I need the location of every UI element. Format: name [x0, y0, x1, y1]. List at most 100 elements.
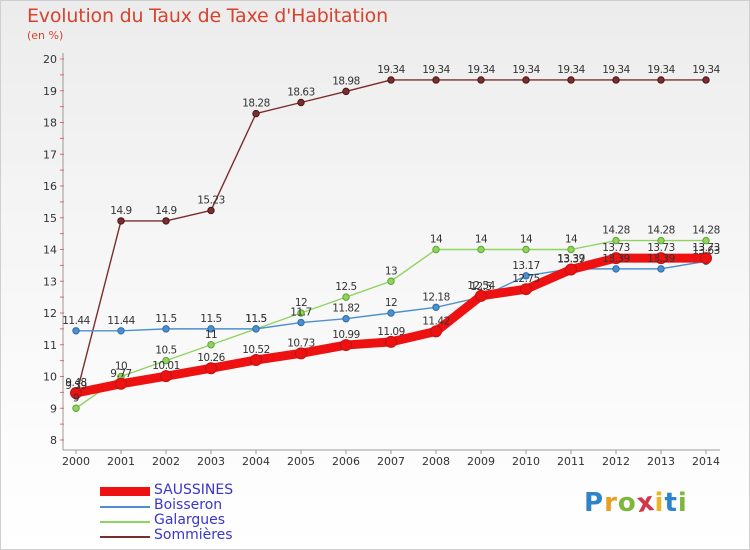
- data-point: [567, 76, 575, 84]
- data-point: [297, 309, 305, 317]
- x-tick-label: 2001: [107, 455, 135, 468]
- data-point: [477, 76, 485, 84]
- data-point: [342, 293, 350, 301]
- y-tick-label: 8: [50, 434, 57, 447]
- data-point: [387, 76, 395, 84]
- data-point: [207, 341, 215, 349]
- data-label: 14.9: [110, 205, 131, 217]
- data-label: 10.99: [332, 329, 360, 341]
- data-label: 14: [565, 234, 578, 246]
- y-tick-label: 12: [43, 307, 57, 320]
- data-label: 10.01: [152, 360, 180, 372]
- data-label: 12: [295, 297, 307, 309]
- x-tick-label: 2010: [512, 455, 540, 468]
- data-label: 19.34: [377, 64, 405, 76]
- data-label: 11.5: [155, 313, 176, 325]
- x-tick-label: 2013: [647, 455, 675, 468]
- data-label: 19.34: [692, 64, 720, 76]
- data-label: 12.5: [470, 281, 491, 293]
- proxiti-logo: Proxiti: [584, 486, 688, 520]
- data-point: [117, 327, 125, 335]
- x-tick-label: 2011: [557, 455, 585, 468]
- data-point: [340, 339, 352, 352]
- y-tick-label: 14: [43, 244, 57, 257]
- logo-letter: t: [664, 488, 678, 518]
- logo-letter: o: [617, 488, 637, 518]
- legend-item: Sommières: [100, 527, 300, 544]
- data-point: [297, 318, 305, 327]
- data-point: [522, 76, 530, 84]
- logo-letter: r: [604, 488, 618, 518]
- data-label: 19.34: [512, 64, 540, 76]
- data-label: 11.82: [332, 303, 360, 315]
- data-point: [657, 76, 665, 84]
- logo-letter: i: [654, 488, 665, 518]
- data-label: 14.28: [692, 225, 720, 237]
- chart-title: Evolution du Taux de Taxe d'Habitation: [27, 5, 388, 27]
- data-label: 13: [385, 265, 397, 277]
- data-point: [702, 76, 710, 84]
- data-point: [160, 370, 172, 383]
- data-label: 14: [475, 234, 488, 246]
- legend-label: SAUSSINES: [154, 482, 234, 498]
- logo-letter: i: [677, 488, 688, 518]
- x-tick-label: 2014: [692, 455, 720, 468]
- y-tick-label: 11: [43, 339, 57, 352]
- data-point: [432, 303, 440, 311]
- legend-swatch: [100, 521, 150, 523]
- data-label: 15.23: [197, 194, 225, 206]
- legend-item: SAUSSINES: [100, 482, 300, 499]
- logo-letter: x: [634, 486, 657, 520]
- data-label: 13.39: [647, 253, 675, 265]
- data-label: 10.73: [287, 337, 315, 349]
- data-label: 13.73: [692, 242, 720, 254]
- y-tick-label: 9: [50, 402, 57, 415]
- y-tick-label: 17: [43, 148, 57, 161]
- data-label: 13.63: [692, 245, 720, 257]
- data-point: [70, 387, 82, 400]
- data-point: [117, 217, 125, 225]
- data-label: 10: [115, 361, 127, 373]
- data-label: 14: [430, 234, 443, 246]
- legend-item: Boisseron: [100, 497, 300, 514]
- data-label: 19.34: [602, 64, 630, 76]
- x-tick-label: 2003: [197, 455, 225, 468]
- data-point: [252, 109, 260, 118]
- data-point: [297, 98, 305, 107]
- data-point: [432, 245, 440, 254]
- x-tick-label: 2007: [377, 455, 405, 468]
- x-tick-label: 2009: [467, 455, 495, 468]
- data-point: [702, 236, 710, 245]
- data-point: [295, 347, 307, 360]
- legend-swatch: [100, 506, 150, 508]
- data-point: [72, 404, 80, 412]
- data-point: [610, 252, 622, 265]
- data-point: [475, 289, 487, 302]
- data-point: [205, 362, 217, 375]
- data-label: 19.34: [467, 64, 495, 76]
- y-tick-label: 20: [43, 53, 57, 66]
- y-tick-label: 15: [43, 212, 57, 225]
- data-label: 18.98: [332, 75, 360, 87]
- y-tick-label: 19: [43, 85, 57, 98]
- data-point: [207, 325, 215, 333]
- legend-label: Galargues: [154, 512, 226, 528]
- chart-unit-label: (en %): [27, 29, 64, 42]
- data-point: [700, 252, 712, 265]
- data-label: 11: [205, 329, 217, 341]
- data-point: [430, 325, 442, 338]
- data-label: 10.52: [242, 344, 270, 356]
- data-point: [522, 245, 530, 254]
- data-point: [387, 277, 395, 285]
- chart-legend: SAUSSINES Boisseron Galargues Sommières: [100, 482, 300, 544]
- data-point: [567, 245, 575, 254]
- data-point: [115, 377, 127, 390]
- data-label: 10.26: [197, 352, 225, 364]
- data-label: 13.39: [557, 253, 585, 265]
- data-label: 14.28: [602, 225, 630, 237]
- data-point: [565, 263, 577, 276]
- data-point: [655, 252, 667, 265]
- data-label: 19.34: [647, 64, 675, 76]
- data-point: [162, 356, 170, 365]
